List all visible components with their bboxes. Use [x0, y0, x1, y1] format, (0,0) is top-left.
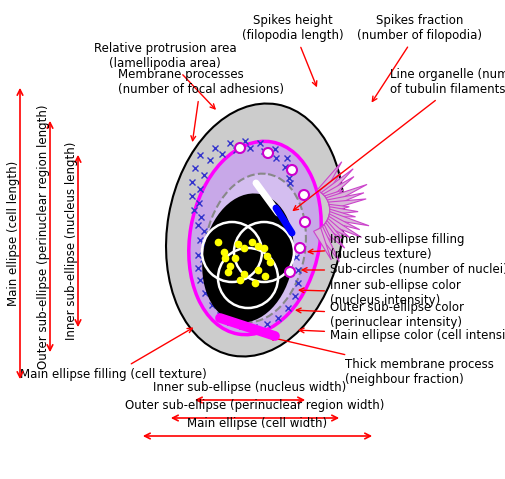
Circle shape — [286, 165, 296, 175]
Polygon shape — [317, 162, 341, 194]
Polygon shape — [329, 205, 348, 212]
Text: Inner sub-ellipse (nucleus width): Inner sub-ellipse (nucleus width) — [153, 381, 346, 394]
Text: Inner sub-ellipse filling
(nucleus texture): Inner sub-ellipse filling (nucleus textu… — [308, 233, 464, 261]
Polygon shape — [318, 225, 332, 241]
Ellipse shape — [204, 173, 306, 322]
Text: Thick membrane process
(neighbour fraction): Thick membrane process (neighbour fracti… — [269, 336, 493, 386]
Ellipse shape — [188, 141, 321, 335]
Text: Main ellipse filling (cell texture): Main ellipse filling (cell texture) — [20, 328, 206, 381]
Text: Line organelle (number
of tubulin filaments): Line organelle (number of tubulin filame… — [293, 68, 505, 210]
Text: Outer sub-ellipse (perinuclear region length): Outer sub-ellipse (perinuclear region le… — [37, 104, 50, 369]
Polygon shape — [328, 199, 366, 210]
Polygon shape — [328, 209, 355, 217]
Polygon shape — [324, 190, 342, 203]
Polygon shape — [319, 172, 340, 196]
Circle shape — [299, 217, 310, 227]
Circle shape — [234, 143, 244, 153]
Text: Outer sub-ellipse color
(perinuclear intensity): Outer sub-ellipse color (perinuclear int… — [296, 301, 463, 329]
Text: Main ellipse (cell length): Main ellipse (cell length) — [8, 161, 21, 306]
Circle shape — [263, 148, 273, 158]
Ellipse shape — [166, 103, 343, 356]
Ellipse shape — [203, 194, 292, 321]
Polygon shape — [323, 177, 353, 200]
Polygon shape — [313, 228, 331, 260]
Text: Membrane processes
(number of focal adhesions): Membrane processes (number of focal adhe… — [118, 68, 283, 141]
Polygon shape — [322, 221, 341, 238]
Circle shape — [298, 190, 309, 200]
Text: Sub-circles (number of nuclei): Sub-circles (number of nuclei) — [301, 263, 505, 276]
Text: Main ellipse color (cell intensity): Main ellipse color (cell intensity) — [299, 328, 505, 342]
Circle shape — [294, 243, 305, 253]
Text: Main ellipse (cell width): Main ellipse (cell width) — [187, 417, 327, 430]
Text: Outer sub-ellipse (perinuclear region width): Outer sub-ellipse (perinuclear region wi… — [125, 399, 384, 412]
Polygon shape — [325, 217, 361, 238]
Polygon shape — [327, 193, 363, 207]
Polygon shape — [326, 184, 366, 205]
Polygon shape — [329, 207, 358, 215]
Polygon shape — [326, 214, 359, 229]
Text: Spikes height
(filopodia length): Spikes height (filopodia length) — [242, 14, 343, 86]
Circle shape — [284, 267, 294, 277]
Polygon shape — [320, 223, 344, 248]
Polygon shape — [315, 227, 339, 262]
Text: Inner sub-ellipse (nucleus length): Inner sub-ellipse (nucleus length) — [65, 142, 78, 340]
Polygon shape — [323, 218, 349, 238]
Text: Inner sub-ellipse color
(nucleus intensity): Inner sub-ellipse color (nucleus intensi… — [299, 279, 460, 307]
Text: Relative protrusion area
(lamellipodia area): Relative protrusion area (lamellipodia a… — [93, 42, 236, 109]
Text: Spikes fraction
(number of filopodia): Spikes fraction (number of filopodia) — [357, 14, 482, 102]
Polygon shape — [327, 212, 368, 226]
Polygon shape — [321, 169, 352, 198]
